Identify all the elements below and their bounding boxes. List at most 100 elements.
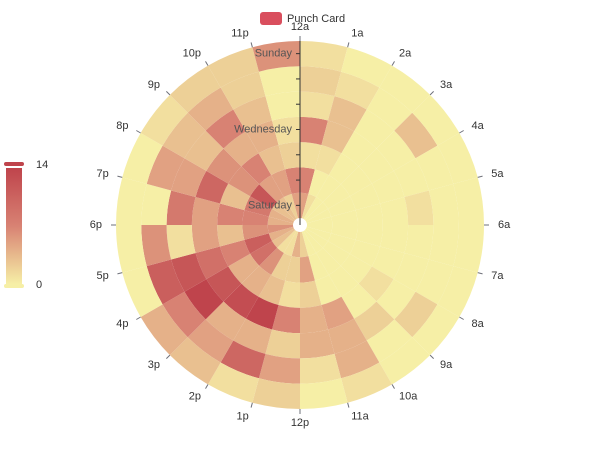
- heatmap-cell[interactable]: [272, 202, 296, 222]
- heatmap-cell[interactable]: [116, 177, 147, 225]
- heatmap-cell[interactable]: [191, 225, 220, 253]
- heatmap-cell[interactable]: [258, 144, 286, 176]
- heatmap-cell[interactable]: [379, 65, 431, 113]
- heatmap-cell[interactable]: [404, 190, 434, 225]
- heatmap-cell[interactable]: [252, 41, 300, 72]
- heatmap-cell[interactable]: [355, 225, 383, 247]
- heatmap-cell[interactable]: [146, 145, 185, 191]
- heatmap-cell[interactable]: [412, 304, 460, 356]
- heatmap-cell[interactable]: [258, 274, 286, 306]
- heatmap-cell[interactable]: [265, 329, 300, 359]
- heatmap-cell[interactable]: [219, 239, 251, 267]
- heatmap-cell[interactable]: [208, 362, 259, 403]
- heatmap-cell[interactable]: [322, 241, 350, 266]
- heatmap-cell[interactable]: [267, 225, 294, 234]
- heatmap-cell[interactable]: [277, 197, 297, 221]
- heatmap-cell[interactable]: [437, 266, 478, 317]
- heatmap-cell[interactable]: [300, 329, 335, 359]
- heatmap-cell[interactable]: [341, 283, 377, 319]
- heatmap-cell[interactable]: [316, 247, 341, 275]
- heatmap-cell[interactable]: [241, 153, 272, 185]
- heatmap-cell[interactable]: [206, 148, 242, 184]
- heatmap-cell[interactable]: [415, 259, 454, 305]
- heatmap-cell[interactable]: [272, 116, 300, 145]
- heatmap-cell[interactable]: [268, 208, 294, 224]
- heatmap-cell[interactable]: [334, 71, 380, 110]
- heatmap-cell[interactable]: [376, 279, 416, 320]
- chart-legend[interactable]: Punch Card: [260, 12, 345, 25]
- heatmap-cell[interactable]: [366, 87, 413, 131]
- heatmap-cell[interactable]: [349, 183, 381, 211]
- heatmap-cell[interactable]: [245, 296, 279, 330]
- heatmap-cell[interactable]: [304, 228, 328, 248]
- heatmap-cell[interactable]: [306, 225, 333, 234]
- heatmap-cell[interactable]: [371, 246, 405, 280]
- heatmap-cell[interactable]: [223, 131, 259, 167]
- heatmap-cell[interactable]: [217, 225, 245, 247]
- heatmap-cell[interactable]: [349, 239, 381, 267]
- heatmap-cell[interactable]: [233, 318, 273, 354]
- heatmap-cell[interactable]: [271, 252, 292, 281]
- heatmap-cell[interactable]: [162, 112, 206, 159]
- heatmap-cell[interactable]: [300, 41, 348, 72]
- heatmap-cell[interactable]: [268, 226, 294, 242]
- heatmap-cell[interactable]: [265, 91, 300, 121]
- heatmap-cell[interactable]: [278, 280, 300, 308]
- heatmap-cell[interactable]: [394, 112, 438, 159]
- heatmap-cell[interactable]: [220, 340, 266, 379]
- heatmap-cell[interactable]: [250, 184, 278, 209]
- heatmap-cell[interactable]: [217, 203, 245, 225]
- heatmap-cell[interactable]: [334, 340, 380, 379]
- heatmap-cell[interactable]: [140, 94, 188, 146]
- heatmap-cell[interactable]: [428, 183, 459, 225]
- heatmap-cell[interactable]: [453, 225, 484, 273]
- heatmap-cell[interactable]: [340, 166, 372, 197]
- heatmap-cell[interactable]: [300, 167, 315, 194]
- heatmap-cell[interactable]: [195, 170, 229, 204]
- heatmap-cell[interactable]: [300, 91, 335, 121]
- heatmap-cell[interactable]: [245, 120, 279, 154]
- heatmap-cell[interactable]: [187, 319, 234, 363]
- heatmap-cell[interactable]: [308, 252, 329, 281]
- heatmap-cell[interactable]: [208, 47, 259, 88]
- heatmap-cell[interactable]: [394, 291, 438, 338]
- heatmap-cell[interactable]: [285, 256, 300, 283]
- heatmap-cell[interactable]: [376, 130, 416, 171]
- heatmap-cell[interactable]: [380, 197, 409, 225]
- heatmap-cell[interactable]: [327, 96, 367, 132]
- heatmap-cell[interactable]: [184, 130, 224, 171]
- heatmap-cell[interactable]: [300, 305, 328, 334]
- heatmap-cell[interactable]: [146, 259, 185, 305]
- heatmap-cell[interactable]: [141, 183, 172, 225]
- heatmap-cell[interactable]: [304, 202, 328, 222]
- heatmap-cell[interactable]: [301, 193, 317, 219]
- heatmap-cell[interactable]: [187, 87, 234, 131]
- heatmap-cell[interactable]: [404, 225, 434, 260]
- heatmap-cell[interactable]: [242, 225, 269, 240]
- visual-map-color-bar[interactable]: [6, 168, 22, 284]
- heatmap-cell[interactable]: [250, 241, 278, 266]
- heatmap-cell[interactable]: [140, 304, 188, 356]
- heatmap-cell[interactable]: [366, 319, 413, 363]
- heatmap-cell[interactable]: [205, 301, 246, 341]
- heatmap-cell[interactable]: [321, 296, 355, 330]
- heatmap-cell[interactable]: [206, 266, 242, 302]
- heatmap-cell[interactable]: [241, 265, 272, 297]
- heatmap-cell[interactable]: [393, 252, 429, 292]
- heatmap-cell[interactable]: [314, 274, 342, 306]
- heatmap-cell[interactable]: [233, 96, 273, 132]
- visual-map[interactable]: 14 0: [4, 159, 48, 291]
- heatmap-cell[interactable]: [220, 71, 266, 110]
- heatmap-cell[interactable]: [371, 170, 405, 204]
- heatmap-cell[interactable]: [358, 266, 394, 302]
- heatmap-cell[interactable]: [328, 265, 359, 297]
- heatmap-cell[interactable]: [358, 148, 394, 184]
- heatmap-cell[interactable]: [277, 229, 297, 253]
- heatmap-cell[interactable]: [314, 144, 342, 176]
- heatmap-cell[interactable]: [258, 353, 300, 384]
- heatmap-cell[interactable]: [283, 231, 299, 257]
- heatmap-cell[interactable]: [228, 253, 260, 284]
- heatmap-cell[interactable]: [354, 301, 395, 341]
- heatmap-cell[interactable]: [300, 353, 342, 384]
- heatmap-cell[interactable]: [259, 247, 284, 275]
